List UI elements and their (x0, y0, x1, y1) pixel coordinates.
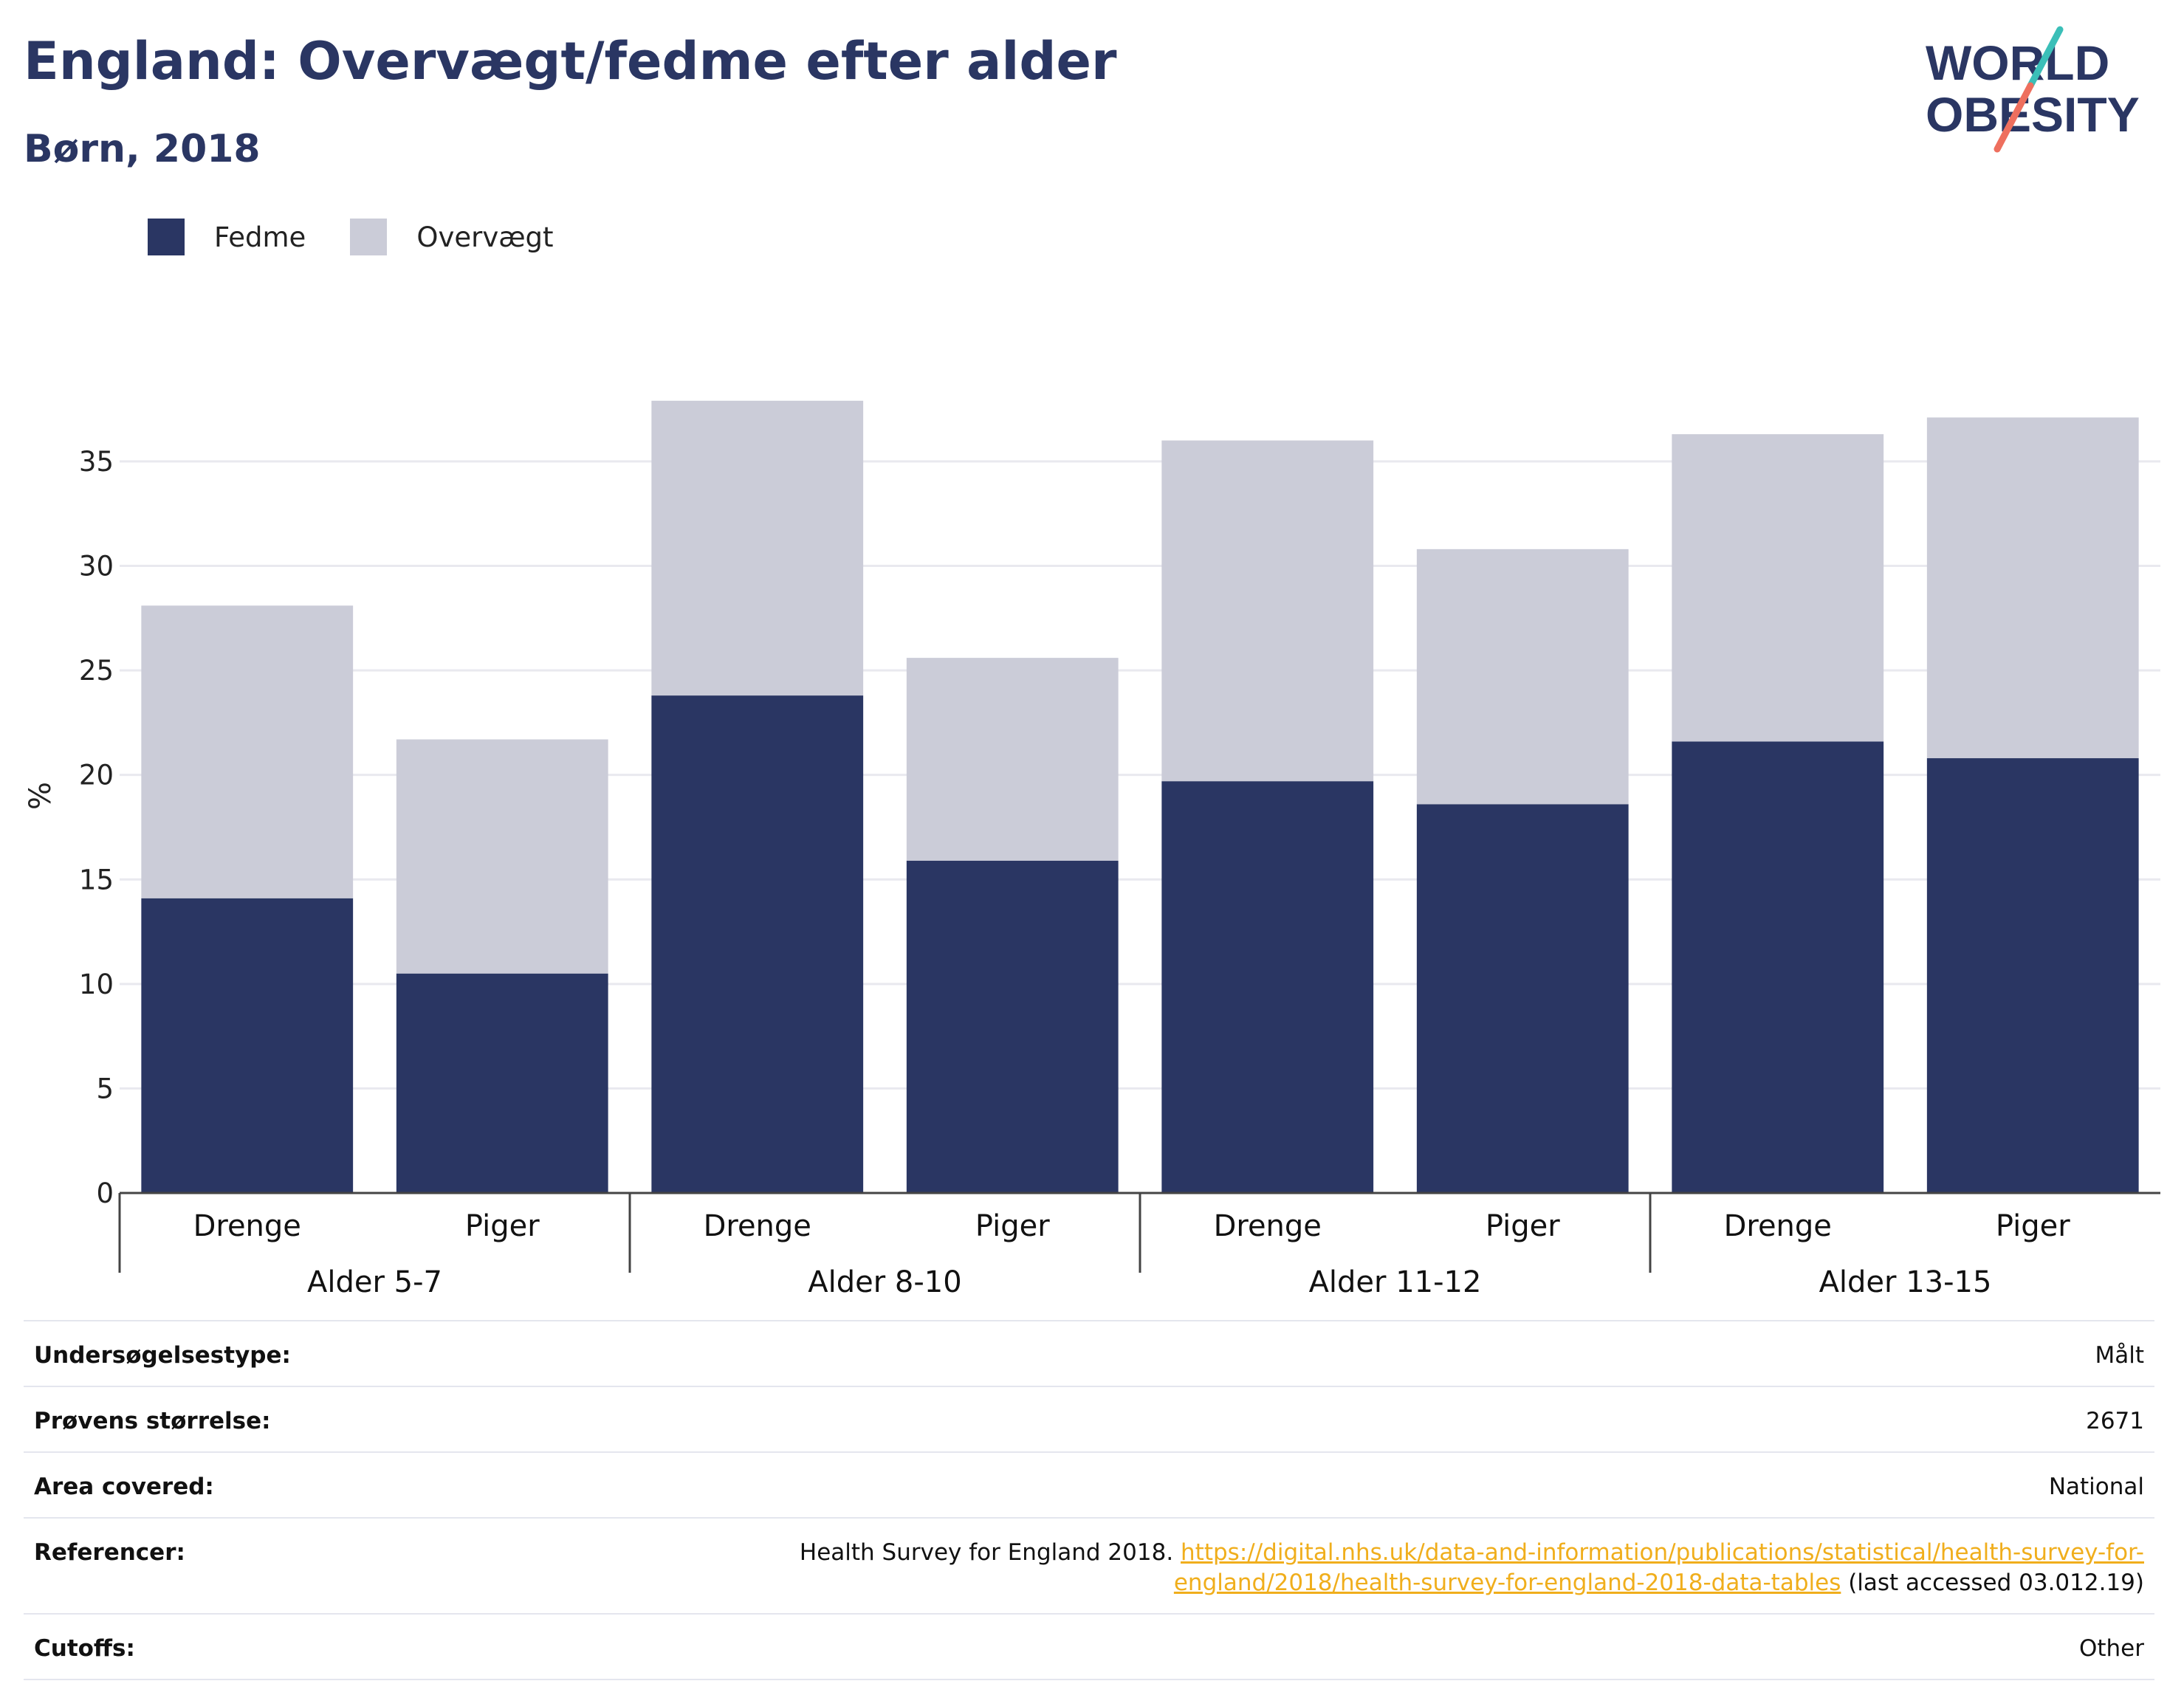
chart-subtitle: Børn, 2018 (24, 127, 261, 171)
chart-title: England: Overvægt/fedme efter alder (24, 31, 1117, 92)
y-tick-label: 0 (96, 1177, 114, 1209)
bar-overvaegt (1926, 417, 2139, 759)
x-tick-label: Piger (1996, 1209, 2070, 1243)
reference-text: Health Survey for England 2018. (799, 1539, 1181, 1566)
bar-overvaegt (1672, 434, 1884, 742)
info-value: 2671 (2086, 1408, 2144, 1434)
world-obesity-logo: WORLD OBESITY (1926, 26, 2140, 153)
y-tick-label: 5 (96, 1073, 114, 1104)
x-tick-label: Drenge (1214, 1209, 1322, 1243)
bar-overvaegt (1416, 549, 1629, 805)
info-value-reference: Health Survey for England 2018. https://… (771, 1538, 2144, 1598)
bar-fedme (1926, 758, 2139, 1193)
y-axis-label: % (24, 782, 58, 810)
legend-swatch-fedme (148, 219, 185, 255)
bar-overvaegt (396, 739, 608, 974)
y-tick-label: 20 (79, 760, 114, 791)
bar-overvaegt (1161, 440, 1374, 782)
survey-info-table: Undersøgelsestype: Målt Prøvens størrels… (24, 1320, 2154, 1680)
logo-slash-teal (2027, 26, 2064, 89)
y-tick-label: 15 (79, 864, 114, 895)
reference-accessed: (last accessed 03.012.19) (1841, 1569, 2144, 1596)
group-label: Alder 13-15 (1819, 1265, 1992, 1299)
logo-slash-coral (1994, 82, 2034, 153)
info-row-references: Referencer: Health Survey for England 20… (24, 1519, 2154, 1615)
legend-label-fedme: Fedme (214, 221, 306, 253)
group-label: Alder 11-12 (1309, 1265, 1482, 1299)
info-row-sample-size: Prøvens størrelse: 2671 (24, 1387, 2154, 1453)
reference-link[interactable]: https://digital.nhs.uk/data-and-informat… (1173, 1539, 2144, 1596)
bar-fedme (396, 973, 608, 1193)
y-tick-label: 10 (79, 969, 114, 1000)
stacked-bar-chart: 0 5 10 15 20 25 30 35% Drenge Piger Drenge Piger Dre… (24, 400, 2160, 1299)
legend-item-overvaegt[interactable]: Overvægt (350, 219, 554, 255)
legend-item-fedme[interactable]: Fedme (148, 219, 306, 255)
info-row-area: Area covered: National (24, 1453, 2154, 1519)
bar-fedme (141, 898, 354, 1193)
info-value: National (2048, 1474, 2144, 1500)
info-label: Undersøgelsestype: (34, 1342, 291, 1369)
legend-label-overvaegt: Overvægt (416, 221, 554, 253)
x-tick-label: Piger (1486, 1209, 1560, 1243)
x-tick-label: Piger (975, 1209, 1050, 1243)
bar-fedme (651, 695, 864, 1193)
info-label: Area covered: (34, 1474, 214, 1500)
legend-swatch-overvaegt (350, 219, 388, 255)
y-tick-label: 30 (79, 551, 114, 582)
chart-legend: Fedme Overvægt (148, 219, 598, 255)
info-label: Prøvens størrelse: (34, 1408, 271, 1434)
bar-overvaegt (141, 605, 354, 898)
group-label: Alder 5-7 (307, 1265, 442, 1299)
bar-overvaegt (906, 658, 1119, 861)
x-tick-label: Drenge (1724, 1209, 1832, 1243)
x-tick-label: Piger (465, 1209, 540, 1243)
y-tick-label: 35 (79, 446, 114, 478)
bar-overvaegt (651, 400, 864, 696)
info-label: Cutoffs: (34, 1635, 135, 1662)
group-label: Alder 8-10 (808, 1265, 961, 1299)
bar-fedme (1161, 781, 1374, 1193)
logo-line-2: OBESITY (1926, 87, 2140, 142)
info-label: Referencer: (34, 1539, 185, 1566)
x-tick-label: Drenge (704, 1209, 811, 1243)
info-value: Målt (2095, 1342, 2144, 1369)
info-row-cutoffs: Cutoffs: Other (24, 1615, 2154, 1680)
bar-fedme (1672, 741, 1884, 1193)
info-row-survey-type: Undersøgelsestype: Målt (24, 1321, 2154, 1387)
logo-line-1: WORLD (1926, 35, 2109, 90)
info-value: Other (2078, 1635, 2144, 1662)
y-tick-label: 25 (79, 655, 114, 687)
bar-fedme (906, 860, 1119, 1193)
bar-fedme (1416, 804, 1629, 1193)
x-tick-label: Drenge (193, 1209, 301, 1243)
